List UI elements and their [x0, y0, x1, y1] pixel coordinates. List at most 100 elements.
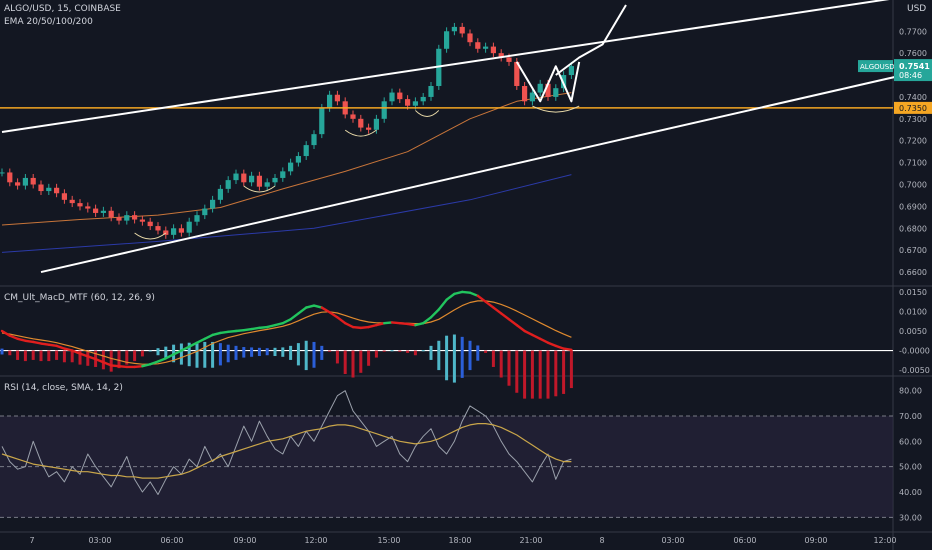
macd-tick-label: 0.0100: [899, 307, 927, 316]
macd-histogram-bar: [523, 350, 527, 399]
macd-histogram-bar: [367, 350, 371, 366]
price-tick-label: 0.6800: [899, 224, 927, 233]
macd-line-segment: [320, 306, 331, 314]
macd-line-segment: [554, 344, 565, 350]
candle-body: [545, 83, 551, 97]
time-tick-label: 21:00: [519, 536, 542, 545]
macd-line-segment: [39, 342, 50, 346]
candle-body: [311, 134, 317, 146]
macd-line-segment: [375, 321, 386, 327]
time-tick-label: 09:00: [804, 536, 827, 545]
candle-body: [381, 101, 387, 119]
candle-body: [483, 46, 489, 49]
candle-body: [327, 94, 333, 108]
candle-body: [93, 208, 99, 213]
time-tick-label: 8: [599, 536, 604, 545]
candle-body: [288, 162, 294, 172]
candle-body: [553, 88, 559, 97]
macd-histogram-bar: [351, 350, 355, 378]
macd-line-segment: [219, 330, 230, 335]
candle-body: [139, 219, 145, 222]
candle-body: [171, 228, 177, 235]
macd-histogram-bar: [413, 350, 417, 356]
macd-line-segment: [86, 355, 97, 361]
candle-body: [7, 172, 13, 183]
macd-line-segment: [172, 349, 183, 356]
candle-body: [155, 226, 161, 231]
candle-body: [54, 187, 60, 194]
macd-line-segment: [383, 321, 394, 325]
macd-histogram-bar: [39, 350, 43, 362]
macd-line-segment: [102, 361, 113, 367]
macd-tick-label: 0.0150: [899, 288, 927, 297]
macd-line-segment: [258, 325, 269, 330]
macd-histogram-bar: [398, 350, 402, 352]
candle-body: [334, 94, 340, 102]
macd-line-segment: [507, 318, 518, 327]
macd-signal-line: [1, 300, 572, 365]
macd-line-segment: [281, 318, 292, 325]
macd-histogram-bar: [133, 350, 137, 362]
macd-histogram-bar: [0, 348, 4, 355]
candle-body: [178, 228, 184, 233]
rsi-tick-label: 50.00: [899, 463, 922, 472]
macd-line-segment: [148, 360, 160, 366]
candle-body: [280, 171, 286, 178]
macd-histogram-bar: [562, 350, 566, 394]
candle-body: [272, 177, 278, 183]
time-tick-label: 03:00: [88, 536, 111, 545]
macd-line-segment: [390, 321, 401, 325]
macd-histogram-bar: [8, 350, 12, 356]
candle-body: [358, 118, 364, 128]
macd-line-segment: [468, 291, 479, 298]
macd-histogram-bar: [445, 335, 449, 381]
symbol-title: ALGO/USD, 15, COINBASE: [4, 4, 121, 14]
macd-histogram-bar: [234, 345, 238, 360]
macd-histogram-bar: [273, 347, 277, 357]
candle-body: [194, 215, 200, 222]
price-tick-label: 0.7400: [899, 93, 927, 102]
candle-body: [225, 180, 231, 189]
candle-body: [217, 188, 223, 200]
price-tick-label: 0.6900: [899, 202, 927, 211]
time-tick-label: 18:00: [448, 536, 471, 545]
annotation-arc: [243, 185, 276, 193]
macd-line-segment: [211, 331, 222, 337]
candle-body: [233, 173, 239, 181]
macd-tick-label: 0.0050: [899, 327, 927, 336]
macd-histogram-bar: [429, 345, 433, 360]
candle-body: [69, 199, 75, 204]
macd-line-segment: [492, 306, 503, 315]
macd-histogram-bar: [109, 350, 113, 372]
candle-body: [514, 61, 520, 86]
macd-histogram-bar: [281, 347, 285, 357]
macd-histogram-bar: [569, 350, 573, 389]
candle-body: [412, 101, 418, 106]
macd-line-segment: [47, 343, 58, 348]
support-level-tag: [894, 101, 932, 114]
macd-line-segment: [429, 308, 440, 319]
macd-histogram-bar: [156, 348, 160, 356]
price-tick-label: 0.6700: [899, 246, 927, 255]
candle-body: [522, 85, 528, 102]
macd-line-segment: [55, 344, 66, 350]
candle-body: [0, 172, 5, 174]
ema-indicator-title: EMA 20/50/100/200: [4, 17, 93, 27]
macd-histogram-bar: [406, 350, 410, 353]
candle-body: [30, 177, 36, 185]
macd-line-segment: [203, 333, 214, 341]
macd-line-segment: [422, 316, 433, 325]
macd-line-segment: [359, 325, 370, 330]
symbol-price-tag-label: ALGOUSD: [860, 63, 895, 71]
macd-histogram-bar: [296, 343, 300, 366]
macd-line-segment: [63, 347, 74, 352]
macd-line-segment: [226, 329, 238, 333]
macd-line-segment: [117, 364, 129, 369]
macd-line-segment: [500, 312, 511, 321]
macd-line-segment: [523, 329, 534, 337]
macd-histogram-bar: [78, 350, 82, 365]
double-bottom-path: [515, 61, 581, 103]
macd-histogram-bar: [515, 350, 519, 393]
macd-histogram-bar: [140, 350, 144, 357]
